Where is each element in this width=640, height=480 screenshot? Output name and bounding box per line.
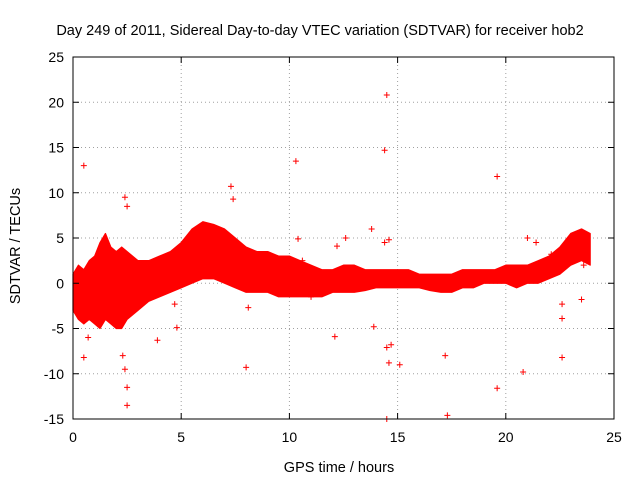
- y-tick-label: 15: [48, 140, 64, 156]
- sdtvar-band: [72, 221, 591, 330]
- data-point: [494, 385, 501, 392]
- data-series: [72, 92, 591, 422]
- data-point: [524, 235, 531, 241]
- data-point: [80, 354, 87, 361]
- x-tick-label: 10: [282, 429, 298, 445]
- data-point: [383, 344, 390, 351]
- x-tick-label: 20: [498, 429, 514, 445]
- data-point: [227, 183, 234, 190]
- data-point: [334, 243, 341, 250]
- data-point: [331, 333, 338, 340]
- data-point: [370, 323, 377, 330]
- data-point: [342, 235, 349, 241]
- data-point: [124, 203, 131, 210]
- data-point: [442, 352, 449, 359]
- grid: [73, 57, 614, 419]
- data-point: [383, 92, 390, 99]
- data-point: [388, 341, 395, 348]
- y-tick-label: -5: [52, 321, 65, 337]
- y-tick-label: 5: [56, 230, 64, 246]
- data-point: [381, 239, 388, 246]
- data-point: [385, 359, 392, 366]
- data-point: [243, 364, 250, 371]
- data-point: [559, 301, 566, 308]
- data-point: [520, 368, 527, 375]
- y-tick-label: -10: [44, 366, 64, 382]
- data-point: [308, 293, 315, 300]
- y-tick-label: -15: [44, 411, 64, 427]
- data-point: [559, 315, 566, 322]
- x-tick-label: 0: [69, 429, 77, 445]
- x-tick-label: 5: [177, 429, 185, 445]
- data-point: [154, 337, 161, 344]
- y-tick-label: 20: [48, 94, 64, 110]
- data-point: [119, 352, 126, 359]
- data-point: [385, 236, 392, 243]
- data-point: [80, 162, 87, 169]
- data-point: [85, 334, 92, 341]
- data-point: [171, 301, 178, 308]
- data-point: [578, 296, 585, 303]
- data-point: [396, 361, 403, 368]
- data-point: [559, 354, 566, 361]
- data-point: [444, 412, 451, 419]
- x-axis-label: GPS time / hours: [284, 460, 394, 476]
- data-point: [245, 304, 252, 311]
- x-tick-label: 15: [390, 429, 406, 445]
- axes-ticks: 0 5 10 15 20 25 -15 -10 -5 0 5 10 15 20 25: [44, 49, 622, 445]
- y-tick-label: 25: [48, 49, 64, 65]
- y-axis-label: SDTVAR / TECUs: [8, 188, 24, 304]
- y-tick-label: 0: [56, 275, 64, 291]
- data-point: [124, 402, 131, 409]
- x-tick-label: 25: [606, 429, 622, 445]
- chart-title: Day 249 of 2011, Sidereal Day-to-day VTE…: [56, 23, 583, 39]
- data-point: [121, 194, 128, 201]
- data-point: [494, 173, 501, 180]
- data-point: [173, 324, 180, 331]
- data-point: [533, 239, 540, 246]
- data-point: [121, 366, 128, 373]
- data-point: [580, 262, 587, 269]
- y-tick-label: 10: [48, 185, 64, 201]
- data-point: [548, 251, 555, 258]
- data-point: [295, 235, 302, 242]
- data-point: [299, 257, 306, 264]
- data-point: [292, 158, 299, 165]
- data-point: [381, 147, 388, 154]
- data-point: [230, 196, 237, 203]
- data-point: [124, 384, 131, 391]
- data-point: [368, 225, 375, 232]
